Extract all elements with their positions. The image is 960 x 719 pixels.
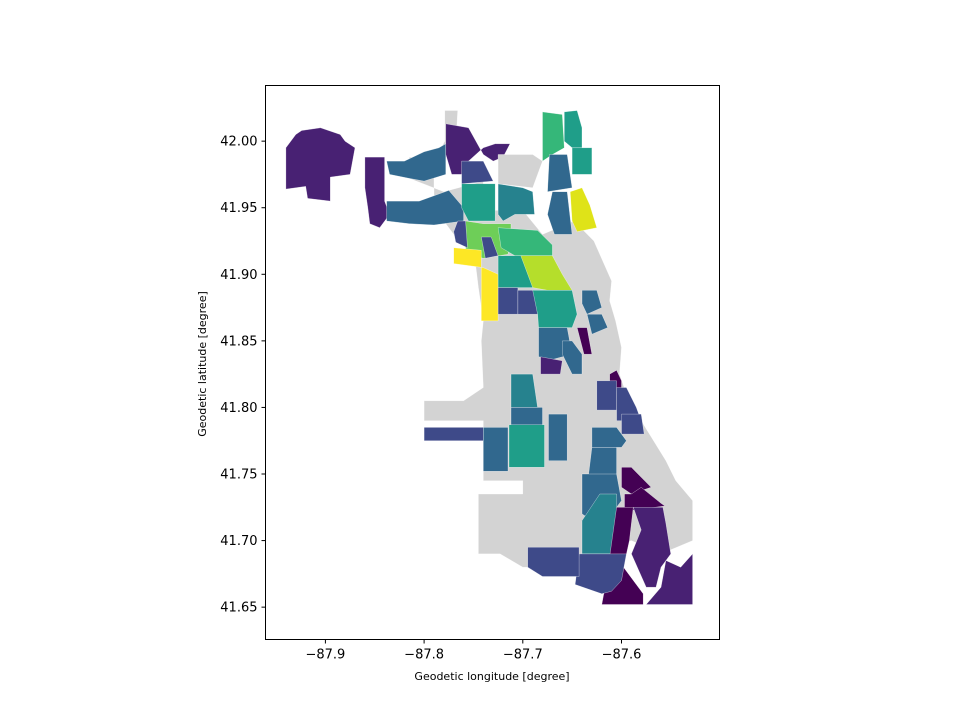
map-region (527, 547, 580, 577)
map-region (631, 507, 671, 588)
map-region (645, 553, 693, 605)
map-region (540, 356, 563, 375)
map-region (364, 156, 390, 228)
map-region (285, 127, 356, 202)
map-region (461, 160, 494, 184)
map-regions-layer (285, 110, 693, 605)
map-region (483, 427, 509, 472)
map-region (532, 290, 578, 328)
y-axis-ticks: 42.00 41.95 41.90 41.85 41.80 41.75 41.70 41.65 (220, 135, 266, 616)
map-region (497, 154, 543, 188)
x-tick-label: −87.7 (503, 648, 543, 663)
y-tick-label: 41.90 (220, 268, 257, 283)
map-region (497, 287, 519, 315)
map-region (621, 413, 645, 435)
map-region (596, 380, 617, 411)
map-region (386, 143, 446, 182)
map-region (453, 220, 468, 248)
y-axis-label: Geodetic latitude [degree] (196, 291, 209, 437)
map-region (564, 110, 583, 148)
x-tick-label: −87.9 (305, 648, 345, 663)
y-tick-label: 42.00 (220, 135, 257, 150)
x-tick-label: −87.8 (404, 648, 444, 663)
map-region (591, 427, 627, 448)
y-tick-label: 41.75 (220, 468, 257, 483)
axes-frame (265, 85, 720, 640)
map-region (423, 427, 484, 441)
map-region (562, 340, 583, 375)
x-axis-label: Geodetic longitude [degree] (414, 670, 569, 683)
map-region (508, 424, 545, 468)
map-region (386, 190, 464, 226)
y-tick-label: 41.70 (220, 534, 257, 549)
y-tick-label: 41.65 (220, 601, 257, 616)
map-region (461, 183, 496, 222)
map-region (576, 327, 593, 355)
y-tick-label: 41.95 (220, 201, 257, 216)
map-region (548, 413, 568, 461)
map-region (542, 111, 565, 162)
map-region (547, 154, 573, 192)
map-region (586, 314, 608, 335)
x-axis-ticks: −87.9 −87.8 −87.7 −87.6 (305, 639, 642, 663)
y-tick-label: 41.80 (220, 401, 257, 416)
map-region (547, 191, 573, 235)
x-tick-label: −87.6 (602, 648, 642, 663)
map-region (571, 147, 593, 175)
map-region (574, 553, 627, 594)
map-region (581, 290, 602, 315)
map-region (497, 183, 535, 222)
map-region (570, 187, 597, 232)
y-tick-label: 41.85 (220, 334, 257, 349)
